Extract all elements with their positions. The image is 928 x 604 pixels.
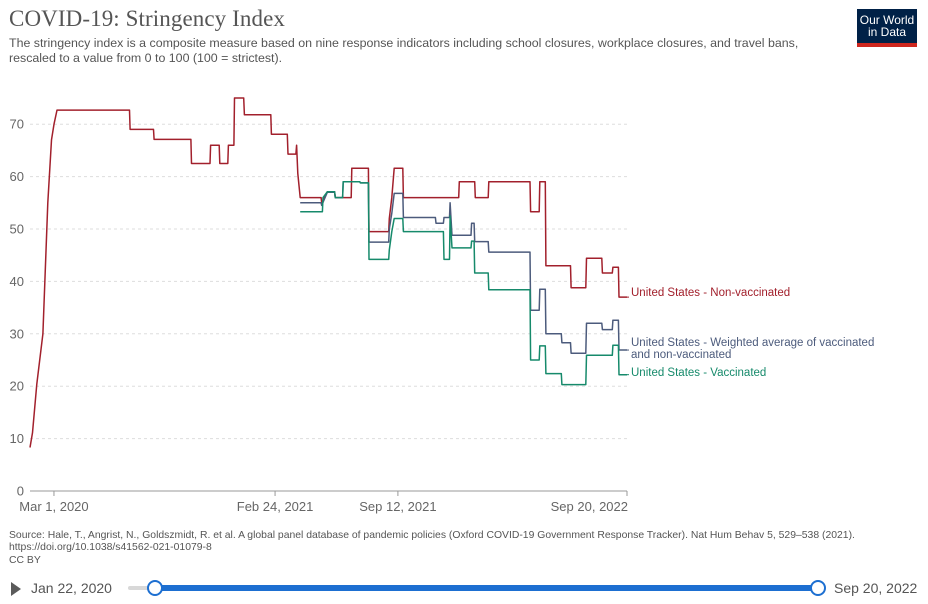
y-tick-label: 40 bbox=[10, 274, 24, 289]
timeline-start-label: Jan 22, 2020 bbox=[31, 580, 112, 596]
chart-title: COVID-19: Stringency Index bbox=[9, 6, 285, 31]
y-tick-label: 0 bbox=[17, 484, 24, 499]
timeline-end-handle[interactable] bbox=[810, 580, 826, 596]
chart-subtitle: The stringency index is a composite meas… bbox=[9, 36, 799, 65]
series-line bbox=[29, 97, 627, 448]
timeline-end-label: Sep 20, 2022 bbox=[834, 580, 918, 596]
x-tick-label: Feb 24, 2021 bbox=[237, 499, 314, 514]
series-line bbox=[300, 181, 627, 386]
y-tick-label: 10 bbox=[10, 431, 24, 446]
y-tick-label: 30 bbox=[10, 326, 24, 341]
x-tick-label: Sep 20, 2022 bbox=[551, 499, 628, 514]
logo-line-1: Our World bbox=[859, 13, 915, 27]
y-tick-label: 50 bbox=[10, 222, 24, 237]
series-end-label: United States - Weighted average of vacc… bbox=[631, 337, 874, 361]
series-line bbox=[300, 181, 627, 354]
series-end-label: United States - Non-vaccinated bbox=[631, 287, 790, 299]
owid-logo[interactable]: Our World in Data bbox=[857, 9, 917, 47]
license-text: CC BY bbox=[9, 554, 41, 566]
timeline-selected-range[interactable] bbox=[155, 585, 818, 591]
source-citation: Source: Hale, T., Angrist, N., Goldszmid… bbox=[9, 530, 855, 554]
logo-line-2: in Data bbox=[867, 25, 907, 39]
timeline: Jan 22, 2020 Sep 20, 2022 bbox=[0, 574, 928, 604]
series-end-label: United States - Vaccinated bbox=[631, 367, 766, 379]
y-tick-label: 70 bbox=[10, 117, 24, 132]
line-chart: 0 10 20 30 40 50 60 70 Mar 1, 2020 Feb 24, 2021 Se… bbox=[10, 97, 874, 514]
timeline-start-handle[interactable] bbox=[147, 580, 163, 596]
x-tick-label: Sep 12, 2021 bbox=[359, 499, 436, 514]
y-tick-label: 60 bbox=[10, 169, 24, 184]
x-tick-label: Mar 1, 2020 bbox=[19, 499, 88, 514]
play-icon[interactable] bbox=[11, 582, 21, 596]
source-note: Source: Hale, T., Angrist, N., Goldszmid… bbox=[9, 530, 909, 567]
y-tick-label: 20 bbox=[10, 379, 24, 394]
